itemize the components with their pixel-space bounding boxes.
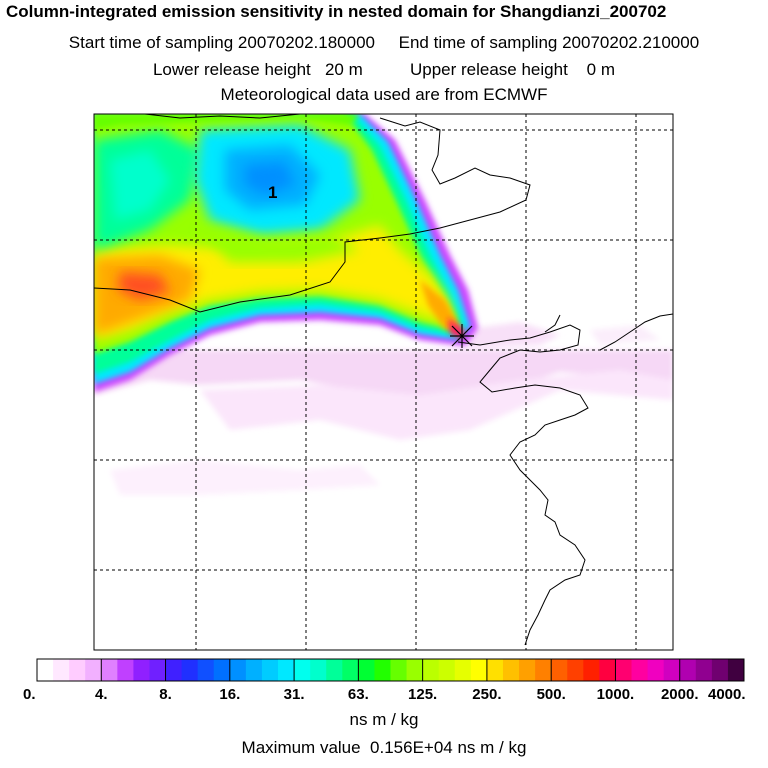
colorbar-swatch bbox=[663, 659, 681, 681]
colorbar-swatch bbox=[133, 659, 150, 681]
colorbar-units: ns m / kg bbox=[349, 710, 419, 729]
colorbar-swatch bbox=[261, 659, 279, 681]
colorbar-swatch bbox=[711, 659, 729, 681]
colorbar-swatch bbox=[374, 659, 391, 681]
colorbar-swatch bbox=[599, 659, 616, 681]
colorbar-swatch bbox=[551, 659, 568, 681]
colorbar-tick-label: 0. bbox=[23, 686, 36, 703]
colorbar-swatch bbox=[326, 659, 343, 681]
colorbar-swatch bbox=[535, 659, 552, 681]
colorbar-swatch bbox=[278, 659, 295, 681]
maximum-value-text: Maximum value 0.156E+04 ns m / kg bbox=[241, 738, 527, 757]
sensitivity-field bbox=[94, 114, 673, 495]
colorbar-swatch bbox=[583, 659, 600, 681]
met-data-line: Meteorological data used are from ECMWF bbox=[220, 85, 548, 104]
coastlines bbox=[94, 114, 673, 646]
colorbar-swatch bbox=[149, 659, 167, 681]
colorbar-swatch bbox=[342, 659, 359, 681]
sampling-time-line: Start time of sampling 20070202.180000 E… bbox=[68, 33, 700, 52]
colorbar-swatch bbox=[615, 659, 633, 681]
colorbar-tick-label: 125. bbox=[408, 686, 438, 703]
colorbar-swatch bbox=[486, 659, 504, 681]
colorbar-tick-label: 4000. bbox=[708, 686, 746, 703]
colorbar-swatch bbox=[679, 659, 697, 681]
colorbar-swatch bbox=[245, 659, 263, 681]
colorbar-swatch bbox=[390, 659, 408, 681]
colorbar-swatch bbox=[502, 659, 520, 681]
colorbar-swatch bbox=[37, 659, 54, 681]
colorbar-swatch bbox=[519, 659, 536, 681]
colorbar-swatch bbox=[101, 659, 118, 681]
colorbar-swatch bbox=[358, 659, 375, 681]
colorbar-swatch bbox=[406, 659, 424, 681]
colorbar-swatch bbox=[727, 659, 745, 681]
colorbar-swatch bbox=[454, 659, 472, 681]
colorbar-swatch bbox=[294, 659, 311, 681]
graticule bbox=[94, 114, 673, 650]
colorbar-swatch bbox=[117, 659, 134, 681]
colorbar-swatch bbox=[631, 659, 649, 681]
colorbar-tick-label: 2000. bbox=[660, 686, 699, 703]
colorbar-swatch bbox=[69, 659, 86, 681]
colorbar-swatch bbox=[181, 659, 199, 681]
high-sensitivity-plume bbox=[94, 114, 478, 392]
colorbar-tick-label: 4. bbox=[95, 686, 108, 703]
colorbar-tick-label: 31. bbox=[283, 686, 305, 703]
receptor-site-marker bbox=[450, 324, 474, 348]
colorbar-border bbox=[36, 658, 745, 682]
colorbar-swatch bbox=[438, 659, 456, 681]
contour-label: 1 bbox=[268, 183, 277, 202]
colorbar-swatch bbox=[85, 659, 102, 681]
colorbar-swatch bbox=[310, 659, 327, 681]
plot-title: Column-integrated emission sensitivity i… bbox=[6, 2, 667, 21]
colorbar-tick-label: 63. bbox=[347, 686, 369, 703]
colorbar-swatch bbox=[165, 659, 183, 681]
colorbar-swatch bbox=[213, 659, 231, 681]
colorbar bbox=[36, 658, 745, 682]
colorbar-swatch bbox=[470, 659, 488, 681]
release-height-line: Lower release height 20 m Upper release … bbox=[152, 60, 616, 79]
colorbar-swatch bbox=[197, 659, 215, 681]
colorbar-swatch bbox=[422, 659, 440, 681]
colorbar-swatch bbox=[229, 659, 247, 681]
colorbar-swatch bbox=[695, 659, 713, 681]
colorbar-tick-label: 500. bbox=[536, 686, 566, 703]
colorbar-swatch bbox=[53, 659, 70, 681]
colorbar-tick-label: 1000. bbox=[596, 686, 635, 703]
map-frame bbox=[93, 113, 674, 651]
colorbar-swatch bbox=[647, 659, 665, 681]
colorbar-tick-label: 250. bbox=[472, 686, 502, 703]
colorbar-tick-label: 8. bbox=[159, 686, 172, 703]
colorbar-tick-label: 16. bbox=[219, 686, 241, 703]
colorbar-swatch bbox=[567, 659, 584, 681]
